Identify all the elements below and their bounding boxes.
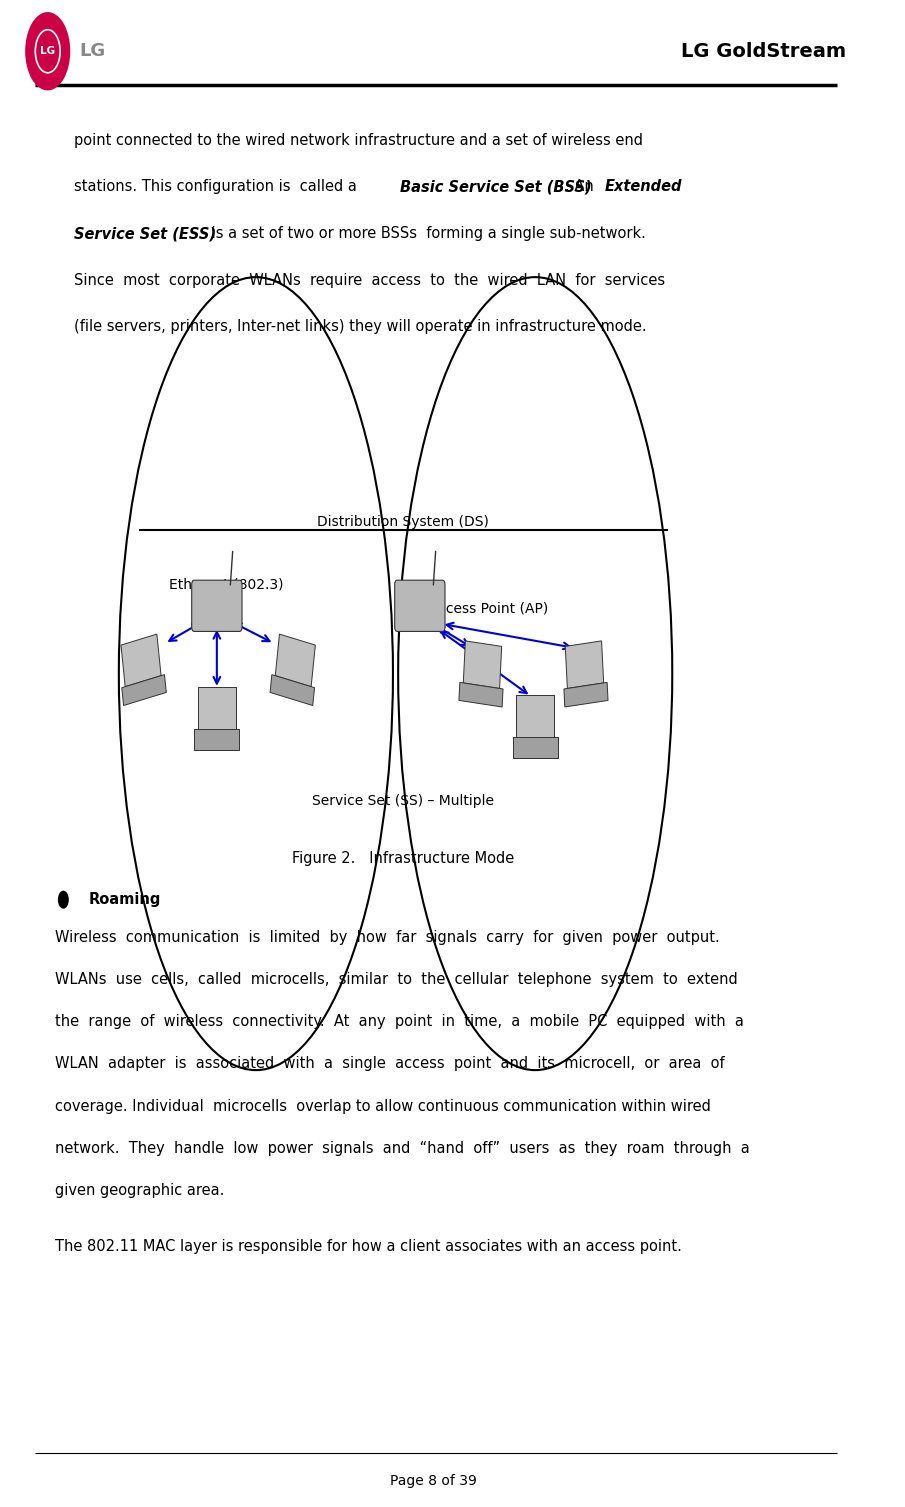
Text: Access Point (AP): Access Point (AP) <box>429 601 548 615</box>
Text: stations. This configuration is  called a: stations. This configuration is called a <box>73 179 366 194</box>
FancyBboxPatch shape <box>192 580 242 631</box>
Polygon shape <box>270 675 315 705</box>
FancyBboxPatch shape <box>195 729 240 750</box>
Text: . An: . An <box>565 179 603 194</box>
Text: LG: LG <box>79 42 105 60</box>
Text: given geographic area.: given geographic area. <box>54 1183 224 1198</box>
Polygon shape <box>463 640 501 689</box>
Text: LG GoldStream: LG GoldStream <box>681 42 846 60</box>
Text: is a set of two or more BSSs  forming a single sub-network.: is a set of two or more BSSs forming a s… <box>207 226 646 241</box>
Text: Page 8 of 39: Page 8 of 39 <box>390 1474 477 1487</box>
Polygon shape <box>275 634 315 687</box>
Text: (file servers, printers, Inter-net links) they will operate in infrastructure mo: (file servers, printers, Inter-net links… <box>73 319 646 335</box>
Text: Distribution System (DS): Distribution System (DS) <box>318 515 490 529</box>
FancyBboxPatch shape <box>512 737 557 758</box>
Text: Roaming: Roaming <box>89 892 161 907</box>
Text: point connected to the wired network infrastructure and a set of wireless end: point connected to the wired network inf… <box>73 133 643 148</box>
FancyBboxPatch shape <box>395 580 445 631</box>
Text: Wireless  communication  is  limited  by  how  far  signals  carry  for  given  : Wireless communication is limited by how… <box>54 930 719 945</box>
Text: Service Set (SS) – Multiple: Service Set (SS) – Multiple <box>312 794 494 808</box>
Text: WLANs  use  cells,  called  microcells,  similar  to  the  cellular  telephone  : WLANs use cells, called microcells, simi… <box>54 972 738 987</box>
Polygon shape <box>121 634 161 687</box>
Text: Figure 2.   Infrastructure Mode: Figure 2. Infrastructure Mode <box>292 851 514 867</box>
Text: network.  They  handle  low  power  signals  and  “hand  off”  users  as  they  : network. They handle low power signals a… <box>54 1141 749 1156</box>
Text: Basic Service Set (BSS): Basic Service Set (BSS) <box>400 179 592 194</box>
Polygon shape <box>122 675 167 705</box>
Circle shape <box>25 12 71 90</box>
Text: The 802.11 MAC layer is responsible for how a client associates with an access p: The 802.11 MAC layer is responsible for … <box>54 1239 681 1254</box>
FancyBboxPatch shape <box>198 687 236 732</box>
Text: Extended: Extended <box>605 179 682 194</box>
Text: LG: LG <box>40 47 55 56</box>
Text: Ethernet (802.3): Ethernet (802.3) <box>169 577 283 591</box>
Text: Since  most  corporate  WLANs  require  access  to  the  wired  LAN  for  servic: Since most corporate WLANs require acces… <box>73 273 665 288</box>
Polygon shape <box>566 640 604 689</box>
Polygon shape <box>459 683 503 707</box>
Text: Service Set (ESS): Service Set (ESS) <box>73 226 215 241</box>
Polygon shape <box>564 683 608 707</box>
Circle shape <box>59 891 68 907</box>
FancyBboxPatch shape <box>516 695 554 740</box>
Text: the  range  of  wireless  connectivity.  At  any  point  in  time,  a  mobile  P: the range of wireless connectivity. At a… <box>54 1014 744 1029</box>
Text: WLAN  adapter  is  associated  with  a  single  access  point  and  its  microce: WLAN adapter is associated with a single… <box>54 1056 724 1071</box>
Text: coverage. Individual  microcells  overlap to allow continuous communication with: coverage. Individual microcells overlap … <box>54 1099 710 1114</box>
